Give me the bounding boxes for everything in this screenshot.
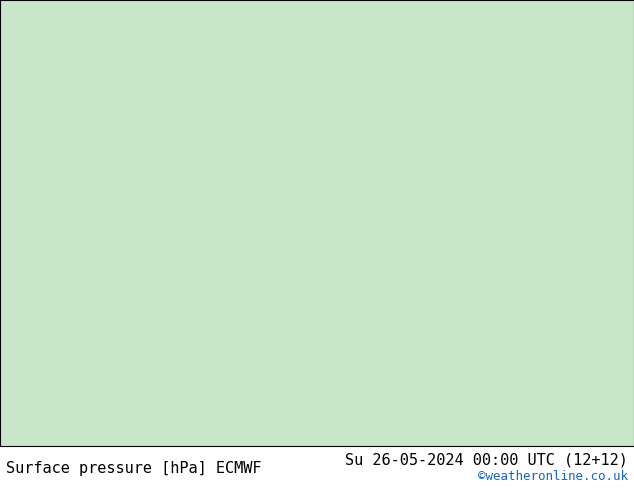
Text: Surface pressure [hPa] ECMWF: Surface pressure [hPa] ECMWF <box>6 462 262 476</box>
Text: Su 26-05-2024 00:00 UTC (12+12): Su 26-05-2024 00:00 UTC (12+12) <box>345 453 628 467</box>
Text: ©weatheronline.co.uk: ©weatheronline.co.uk <box>477 470 628 483</box>
